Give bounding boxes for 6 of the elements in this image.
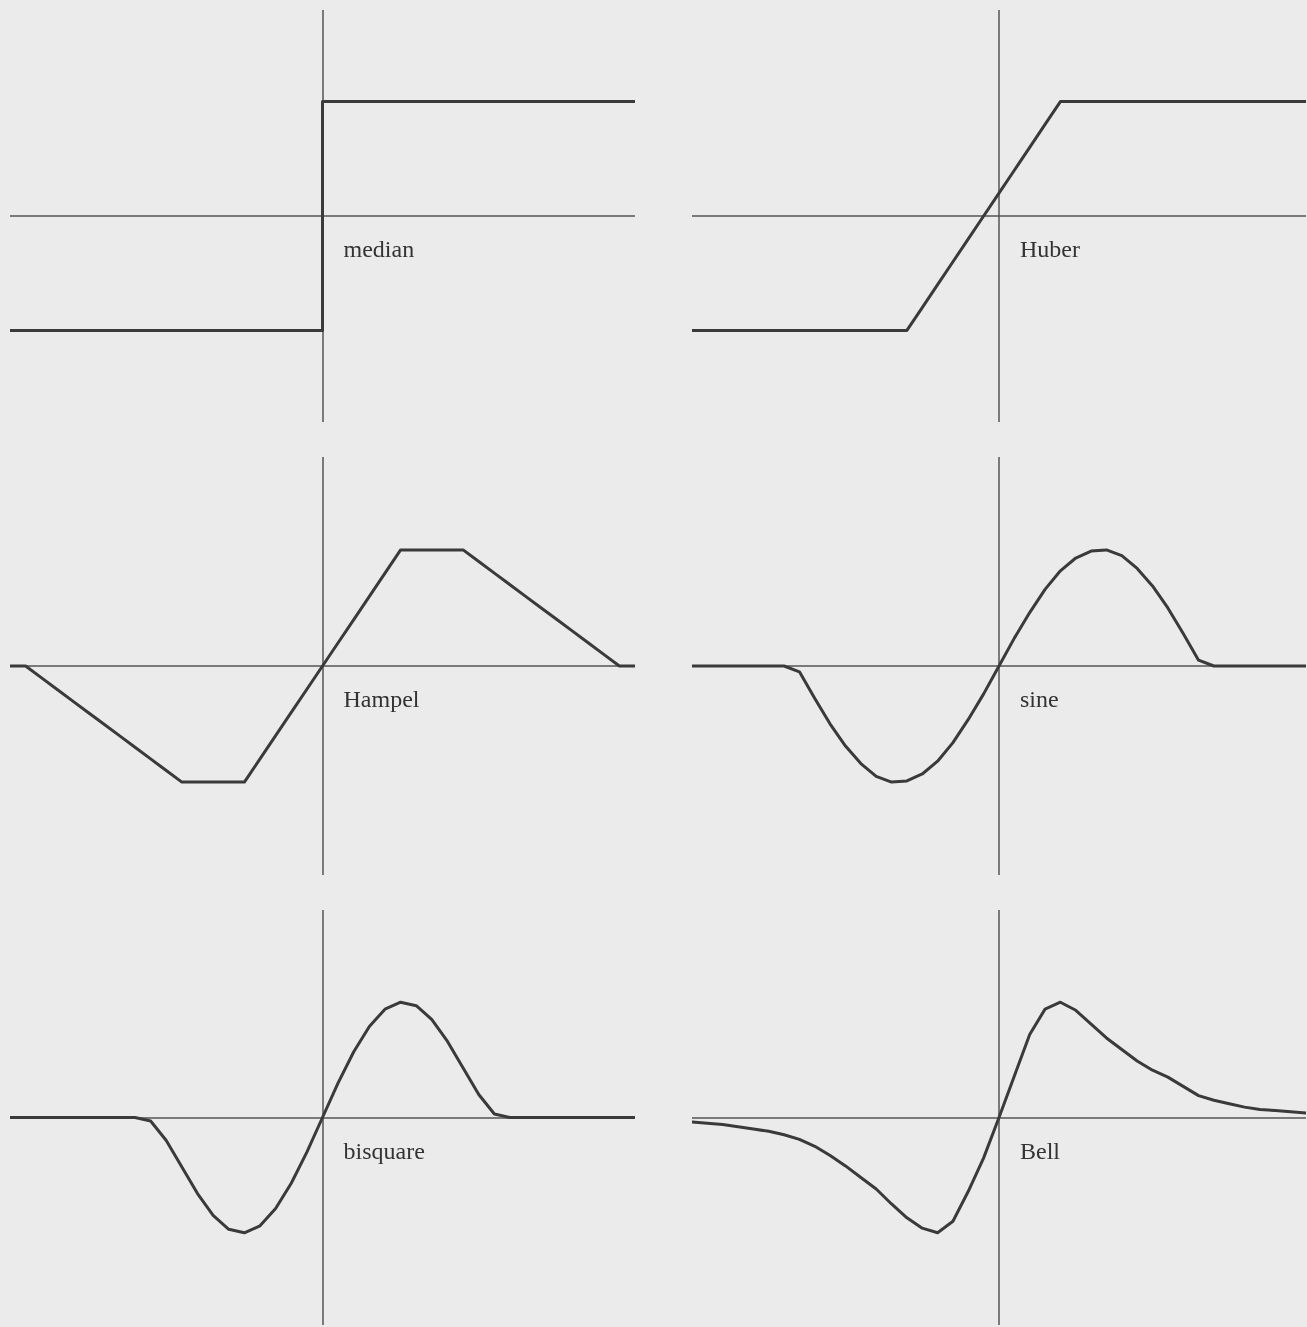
text: bisquare bbox=[343, 1137, 425, 1164]
text: Bell bbox=[1020, 1137, 1061, 1164]
text: sine bbox=[1020, 686, 1059, 712]
text: Hampel bbox=[343, 686, 420, 712]
text: median bbox=[343, 236, 415, 262]
text: Huber bbox=[1020, 236, 1080, 262]
